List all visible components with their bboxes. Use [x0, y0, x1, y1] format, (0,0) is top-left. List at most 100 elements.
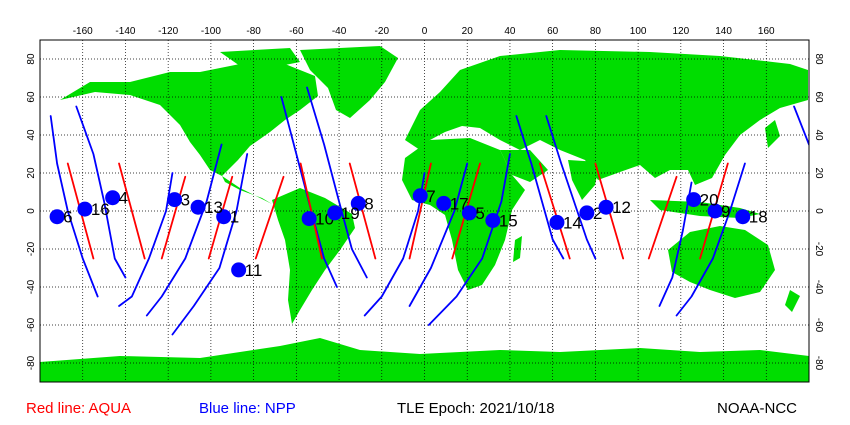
lat-tick-label-left: 40	[26, 129, 37, 141]
tle-epoch-label: TLE Epoch: 2021/10/18	[397, 400, 555, 417]
npp-track	[427, 153, 511, 326]
lat-tick-label-left: 80	[26, 53, 37, 65]
lat-tick-label-right: 40	[813, 129, 824, 141]
lon-tick-label: -120	[158, 26, 178, 37]
lon-tick-label: -60	[289, 26, 304, 37]
lat-tick-label-left: 20	[26, 167, 37, 179]
aqua-track	[538, 162, 571, 260]
satellite-marker	[686, 192, 702, 208]
satellite-marker	[707, 203, 723, 219]
lon-tick-label: -80	[246, 26, 261, 37]
satellite-marker-id: 18	[749, 208, 768, 227]
lon-tick-label: 40	[504, 26, 516, 37]
npp-track	[515, 115, 565, 260]
arabia	[500, 150, 548, 182]
indonesia	[650, 200, 760, 218]
aqua-track	[118, 162, 146, 260]
lon-tick-label: 60	[547, 26, 559, 37]
npp-track	[75, 105, 127, 279]
japan	[765, 120, 780, 148]
aqua-track	[299, 162, 323, 260]
lon-tick-label: 0	[422, 26, 428, 37]
satellite-marker	[436, 195, 452, 211]
satellite-marker-id: 7	[426, 187, 435, 206]
south-america	[272, 188, 355, 324]
npp-track	[408, 162, 469, 307]
graticule-grid	[40, 40, 809, 382]
satellite-marker	[77, 201, 93, 217]
lon-tick-label: 120	[672, 26, 689, 37]
aqua-track	[254, 175, 285, 260]
lat-tick-label-left: -40	[26, 279, 37, 294]
lon-tick-label: 100	[630, 26, 647, 37]
satellite-marker-id: 15	[499, 212, 518, 231]
satellite-marker-id: 4	[119, 189, 128, 208]
satellite-marker-id: 17	[450, 194, 469, 213]
satellite-marker	[350, 195, 366, 211]
new-zealand	[785, 290, 800, 312]
lat-tick-label-right: -80	[813, 356, 824, 371]
npp-track	[658, 181, 693, 307]
npp-track	[675, 162, 746, 317]
satellite-marker-id: 9	[721, 202, 730, 221]
satellite-marker	[167, 192, 183, 208]
legend-aqua-label: Red line: AQUA	[26, 400, 132, 417]
npp-track	[171, 153, 249, 336]
satellite-marker-id: 16	[91, 200, 110, 219]
lon-tick-label: -100	[201, 26, 221, 37]
satellite-marker-id: 1	[230, 208, 239, 227]
india	[568, 160, 600, 200]
satellite-marker	[105, 190, 121, 206]
satellite-marker	[327, 205, 343, 221]
lat-tick-label-right: -40	[813, 280, 824, 295]
satellite-marker-id: 20	[700, 191, 719, 210]
eurasia	[405, 50, 808, 185]
lon-tick-label: 80	[590, 26, 602, 37]
satellite-marker	[216, 209, 232, 225]
australia	[668, 226, 775, 298]
satellite-marker-id: 2	[593, 204, 602, 223]
satellite-marker-id: 13	[204, 198, 223, 217]
lat-tick-label-right: 0	[813, 208, 824, 214]
satellite-marker	[549, 214, 565, 230]
lon-tick-label: -140	[115, 26, 135, 37]
credit-label: NOAA-NCC	[717, 400, 798, 417]
satellite-marker	[231, 262, 247, 278]
lat-tick-label-left: -60	[26, 317, 37, 332]
npp-track	[793, 105, 809, 146]
satellite-marker	[461, 205, 477, 221]
npp-track	[306, 86, 368, 279]
npp-track	[145, 143, 223, 317]
satellite-marker	[49, 209, 65, 225]
antarctica	[40, 338, 809, 382]
lat-tick-label-left: -80	[26, 355, 37, 370]
satellite-marker	[412, 188, 428, 204]
satellite-marker-id: 14	[563, 213, 582, 232]
lat-tick-label-left: 60	[26, 91, 37, 103]
plot-frame	[39, 39, 810, 383]
satellite-marker	[579, 205, 595, 221]
satellite-marker	[735, 209, 751, 225]
lon-tick-label: 20	[462, 26, 474, 37]
lon-tick-label: -40	[332, 26, 347, 37]
satellite-marker-id: 8	[364, 194, 373, 213]
satellite-marker-id: 12	[612, 198, 631, 217]
satellite-marker-id: 3	[181, 191, 190, 210]
aqua-track	[160, 175, 187, 260]
lat-tick-label-right: 60	[813, 91, 824, 103]
central-america	[222, 176, 272, 204]
lat-tick-label-right: 20	[813, 167, 824, 179]
arctic-islands	[220, 48, 300, 68]
lat-tick-label-right: -60	[813, 318, 824, 333]
lon-tick-label: 140	[715, 26, 732, 37]
greenland	[300, 46, 398, 118]
lat-tick-label-right: -20	[813, 242, 824, 257]
aqua-track	[647, 175, 678, 260]
lat-tick-label-left: 0	[26, 208, 37, 214]
satellite-marker	[598, 199, 614, 215]
aqua-track	[408, 162, 432, 260]
satellite-marker-id: 6	[63, 208, 72, 227]
satellite-marker-id: 11	[245, 261, 263, 280]
